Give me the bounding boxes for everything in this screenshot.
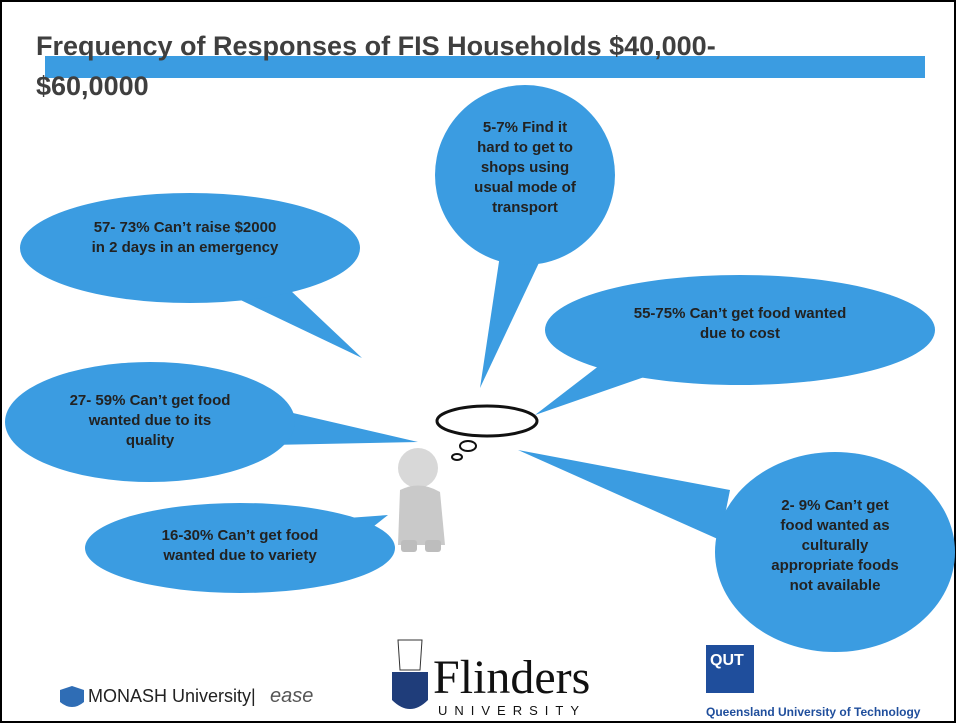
slide: Frequency of Responses of FIS Households… bbox=[0, 0, 956, 723]
bubble-text: 5-7% Find it bbox=[483, 119, 567, 136]
bubble-text: in 2 days in an emergency bbox=[92, 239, 279, 256]
ease-logo: ease bbox=[270, 685, 313, 707]
monash-crest bbox=[60, 686, 84, 707]
bubble-text: shops using bbox=[481, 159, 569, 176]
bubble-text: due to cost bbox=[700, 325, 780, 342]
qut-logo: QUT bbox=[710, 652, 744, 669]
flinders-ship bbox=[398, 640, 422, 670]
bubble-text: quality bbox=[126, 432, 175, 449]
bubble-text: 57- 73% Can’t raise $2000 bbox=[94, 219, 277, 236]
bubble-text: wanted due to its bbox=[88, 412, 212, 429]
bubble-text: hard to get to bbox=[477, 139, 573, 156]
monash-logo: MONASH University| bbox=[88, 686, 256, 706]
bubble-text: transport bbox=[492, 199, 558, 216]
title: Frequency of Responses of FIS Households… bbox=[36, 31, 716, 61]
bubble-text: food wanted as bbox=[780, 517, 889, 534]
bubble-text: wanted due to variety bbox=[162, 547, 317, 564]
bubble-text: culturally bbox=[802, 537, 869, 554]
bubble-text: 2- 9% Can’t get bbox=[781, 497, 889, 514]
qut-name: Queensland University of Technology bbox=[706, 705, 921, 719]
bubble-text: not available bbox=[790, 577, 881, 594]
bubble-text: 16-30% Can’t get food bbox=[162, 527, 319, 544]
flinders-logo: Flinders bbox=[433, 651, 590, 704]
title: $60,0000 bbox=[36, 71, 149, 101]
flinders-sub: UNIVERSITY bbox=[438, 703, 586, 718]
bubble-text: 55-75% Can’t get food wanted bbox=[634, 305, 847, 322]
flinders-crest bbox=[392, 672, 428, 709]
bubble-text: usual mode of bbox=[474, 179, 577, 196]
bubble-text: 27- 59% Can’t get food bbox=[70, 392, 231, 409]
page: {"header": {"title_lines": ["Frequency o… bbox=[0, 0, 956, 723]
bubble-text: appropriate foods bbox=[771, 557, 899, 574]
